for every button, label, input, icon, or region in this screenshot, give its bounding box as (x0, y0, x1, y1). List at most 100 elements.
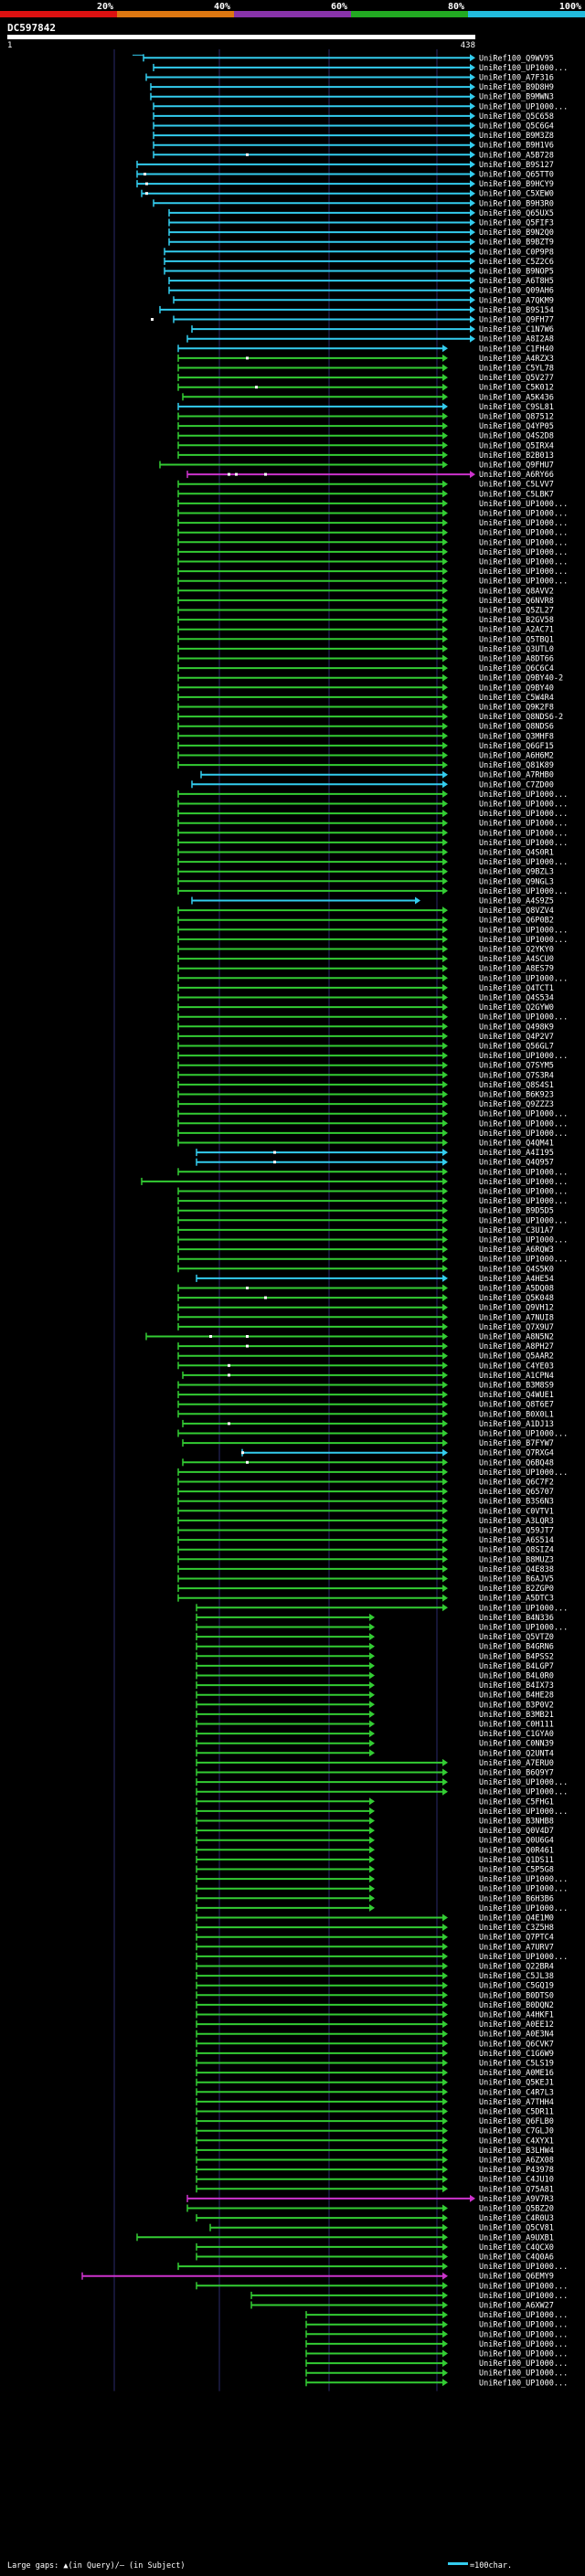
hit-row[interactable]: UniRef100_Q9ZZZ3 (177, 1100, 554, 1109)
hit-label[interactable]: UniRef100_Q3MHF8 (479, 732, 554, 741)
hit-row[interactable]: UniRef100_B4IX73 (196, 1681, 554, 1691)
hit-label[interactable]: UniRef100_A7NUI8 (479, 1313, 554, 1322)
hit-label[interactable]: UniRef100_UP1000... (479, 1788, 568, 1797)
hit-row[interactable]: UniRef100_A7F316 (145, 73, 554, 83)
hit-label[interactable]: UniRef100_Q65UX5 (479, 209, 554, 218)
hit-label[interactable]: UniRef100_Q5ZL27 (479, 607, 554, 616)
hit-row[interactable]: UniRef100_UP1000... (177, 1012, 568, 1023)
hit-row[interactable]: UniRef100_UP1000... (177, 1235, 568, 1246)
hit-row[interactable]: UniRef100_C7GLJ0 (196, 2126, 554, 2136)
hit-row[interactable]: UniRef100_A9V7R3 (186, 2194, 554, 2204)
hit-row[interactable]: UniRef100_B6H3B6 (196, 1894, 554, 1903)
hit-row[interactable]: UniRef100_UP1000... (196, 1787, 568, 1797)
hit-row[interactable]: UniRef100_A1CPN4 (182, 1371, 554, 1381)
hit-label[interactable]: UniRef100_B4GRN6 (479, 1643, 554, 1652)
hit-row[interactable]: UniRef100_B0X0L1 (177, 1410, 554, 1419)
hit-row[interactable]: UniRef100_Q0U6G4 (196, 1836, 554, 1846)
hit-row[interactable]: UniRef100_Q3UTL0 (177, 644, 554, 654)
hit-label[interactable]: UniRef100_Q4YP05 (479, 422, 554, 431)
hit-label[interactable]: UniRef100_A4HE54 (479, 1275, 554, 1284)
hit-row[interactable]: UniRef100_Q4E1M0 (196, 1913, 554, 1924)
hit-label[interactable]: UniRef100_Q5KEJ1 (479, 2079, 554, 2088)
hit-label[interactable]: UniRef100_UP1000... (479, 64, 568, 73)
hit-row[interactable]: UniRef100_UP1000... (196, 1807, 568, 1817)
hit-label[interactable]: UniRef100_UP1000... (479, 2350, 568, 2359)
hit-row[interactable]: UniRef100_B2ZGP0 (177, 1585, 554, 1594)
hit-label[interactable]: UniRef100_Q8VZV4 (479, 906, 554, 916)
hit-label[interactable]: UniRef100_Q9FHU7 (479, 461, 554, 471)
hit-row[interactable]: UniRef100_C4R7L3 (196, 2088, 554, 2097)
hit-label[interactable]: UniRef100_UP1000... (479, 800, 568, 810)
hit-row[interactable]: UniRef100_Q9WV95 (133, 54, 554, 63)
hit-row[interactable]: UniRef100_Q2YKY0 (177, 945, 554, 955)
hit-label[interactable]: UniRef100_UP1000... (479, 887, 568, 896)
hit-row[interactable]: UniRef100_Q7X9U7 (177, 1322, 554, 1332)
hit-row[interactable]: UniRef100_C7ZD00 (191, 780, 554, 790)
hit-row[interactable]: UniRef100_UP1000... (177, 509, 568, 519)
hit-row[interactable]: UniRef100_A4HE54 (196, 1274, 554, 1284)
hit-row[interactable]: UniRef100_A8N5N2 (145, 1332, 554, 1342)
hit-row[interactable]: UniRef100_C1GYA0 (196, 1730, 554, 1739)
hit-label[interactable]: UniRef100_UP1000... (479, 529, 568, 538)
hit-row[interactable]: UniRef100_B9NOP5 (164, 267, 554, 277)
hit-label[interactable]: UniRef100_A8DT66 (479, 655, 554, 664)
hit-row[interactable]: UniRef100_UP1000... (177, 886, 568, 896)
hit-row[interactable]: UniRef100_B3MB21 (196, 1710, 554, 1720)
hit-row[interactable]: UniRef100_A6RQW3 (177, 1246, 554, 1255)
hit-row[interactable]: UniRef100_Q6CVK7 (196, 2040, 554, 2049)
hit-row[interactable]: UniRef100_B4L0R0 (196, 1671, 554, 1681)
hit-label[interactable]: UniRef100_A8ES79 (479, 965, 554, 974)
hit-label[interactable]: UniRef100_B4HE28 (479, 1691, 554, 1701)
hit-label[interactable]: UniRef100_UP1000... (479, 1468, 568, 1478)
hit-row[interactable]: UniRef100_Q6FLB0 (196, 2117, 554, 2126)
hit-row[interactable]: UniRef100_Q0V4D7 (196, 1827, 554, 1836)
hit-label[interactable]: UniRef100_UP1000... (479, 839, 568, 848)
hit-row[interactable]: UniRef100_C5W4R4 (177, 693, 554, 703)
hit-label[interactable]: UniRef100_Q8NDS6 (479, 723, 554, 732)
hit-label[interactable]: UniRef100_UP1000... (479, 1875, 568, 1884)
hit-label[interactable]: UniRef100_A7QKM9 (479, 296, 554, 305)
hit-row[interactable]: UniRef100_UP1000... (305, 2369, 568, 2379)
hit-row[interactable]: UniRef100_Q5CV81 (209, 2223, 554, 2233)
hit-row[interactable]: UniRef100_UP1000... (196, 1778, 568, 1787)
hit-label[interactable]: UniRef100_Q6CVK7 (479, 2040, 554, 2049)
hit-label[interactable]: UniRef100_C0NN39 (479, 1740, 554, 1749)
hit-row[interactable]: UniRef100_UP1000... (177, 974, 568, 983)
hit-label[interactable]: UniRef100_Q6FLB0 (479, 2117, 554, 2126)
hit-row[interactable]: UniRef100_Q7S3R4 (177, 1071, 554, 1080)
hit-label[interactable]: UniRef100_UP1000... (479, 558, 568, 567)
hit-label[interactable]: UniRef100_B6H3B6 (479, 1894, 554, 1903)
hit-label[interactable]: UniRef100_Q4WUE1 (479, 1391, 554, 1400)
hit-row[interactable]: UniRef100_B9HCY9 (136, 180, 554, 189)
hit-label[interactable]: UniRef100_UP1000... (479, 510, 568, 519)
hit-row[interactable]: UniRef100_Q7PTC4 (196, 1933, 554, 1943)
hit-label[interactable]: UniRef100_A6H6M2 (479, 752, 554, 761)
hit-row[interactable]: UniRef100_Q4S2D8 (177, 431, 554, 441)
hit-row[interactable]: UniRef100_Q6C6C4 (177, 664, 554, 673)
hit-row[interactable]: UniRef100_A6H6M2 (177, 751, 554, 761)
hit-row[interactable]: UniRef100_B9H3R0 (153, 199, 554, 208)
hit-row[interactable]: UniRef100_C9SL81 (177, 402, 554, 412)
hit-label[interactable]: UniRef100_Q8AVV2 (479, 587, 554, 596)
hit-label[interactable]: UniRef100_C5LVV7 (479, 481, 554, 490)
hit-row[interactable]: UniRef100_Q9NGL3 (177, 877, 554, 886)
hit-row[interactable]: UniRef100_Q4S0R1 (177, 848, 554, 858)
hit-label[interactable]: UniRef100_A5K436 (479, 393, 554, 402)
hit-label[interactable]: UniRef100_C0VTV1 (479, 1507, 554, 1516)
hit-label[interactable]: UniRef100_C5Z2C6 (479, 258, 554, 267)
hit-row[interactable]: UniRef100_B9D5D5 (177, 1206, 554, 1216)
hit-row[interactable]: UniRef100_UP1000... (196, 1884, 568, 1894)
hit-row[interactable]: UniRef100_Q9BY40 (177, 684, 554, 693)
hit-row[interactable]: UniRef100_UP1000... (196, 2282, 568, 2291)
hit-label[interactable]: UniRef100_B3S6N3 (479, 1498, 554, 1507)
hit-row[interactable]: UniRef100_A7THH4 (196, 2097, 554, 2107)
hit-label[interactable]: UniRef100_UP1000... (479, 1188, 568, 1197)
hit-label[interactable]: UniRef100_Q6EMY9 (479, 2273, 554, 2282)
hit-row[interactable]: UniRef100_Q2UNT4 (196, 1749, 554, 1758)
hit-label[interactable]: UniRef100_Q9BY40-2 (479, 674, 563, 684)
hit-row[interactable]: UniRef100_B9BZT9 (168, 238, 554, 248)
hit-label[interactable]: UniRef100_B4IX73 (479, 1681, 554, 1691)
hit-row[interactable]: UniRef100_Q6GF15 (177, 741, 554, 751)
hit-label[interactable]: UniRef100_Q4QM41 (479, 1140, 554, 1149)
hit-row[interactable]: UniRef100_Q9BY40-2 (177, 673, 563, 684)
